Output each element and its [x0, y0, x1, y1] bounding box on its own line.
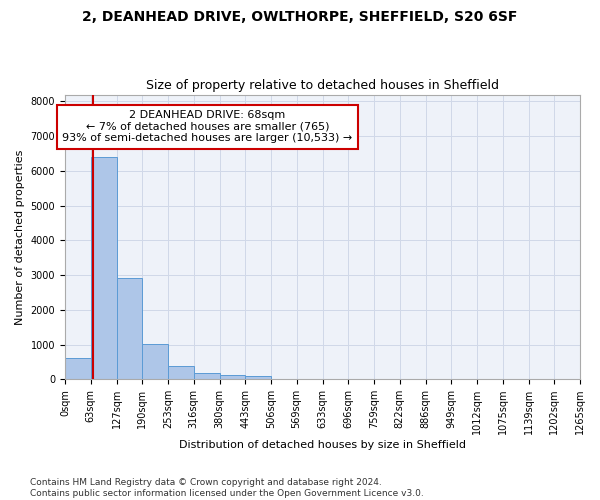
Text: Contains HM Land Registry data © Crown copyright and database right 2024.
Contai: Contains HM Land Registry data © Crown c… — [30, 478, 424, 498]
X-axis label: Distribution of detached houses by size in Sheffield: Distribution of detached houses by size … — [179, 440, 466, 450]
Bar — [142, 344, 168, 379]
Text: 2, DEANHEAD DRIVE, OWLTHORPE, SHEFFIELD, S20 6SF: 2, DEANHEAD DRIVE, OWLTHORPE, SHEFFIELD,… — [82, 10, 518, 24]
Bar — [220, 376, 245, 379]
Bar — [168, 366, 194, 379]
Y-axis label: Number of detached properties: Number of detached properties — [15, 149, 25, 324]
Bar — [116, 278, 142, 379]
Bar — [65, 358, 91, 379]
Bar — [194, 373, 220, 379]
Bar — [91, 157, 116, 379]
Text: 2 DEANHEAD DRIVE: 68sqm
← 7% of detached houses are smaller (765)
93% of semi-de: 2 DEANHEAD DRIVE: 68sqm ← 7% of detached… — [62, 110, 353, 144]
Bar — [245, 376, 271, 379]
Title: Size of property relative to detached houses in Sheffield: Size of property relative to detached ho… — [146, 79, 499, 92]
